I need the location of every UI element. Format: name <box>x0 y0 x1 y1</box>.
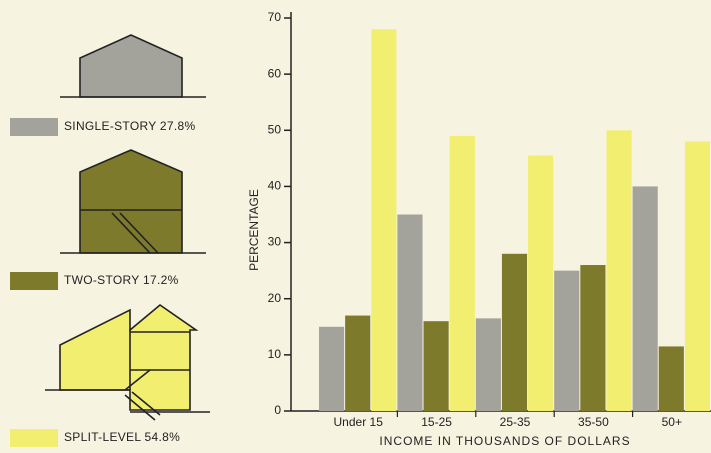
legend-swatch <box>10 118 58 136</box>
bar <box>449 135 475 411</box>
bar <box>684 141 710 411</box>
legend-label: SINGLE-STORY 27.8% <box>64 119 195 133</box>
y-tick-label: 40 <box>268 179 282 193</box>
y-tick-label: 50 <box>268 122 282 136</box>
bar <box>528 155 554 411</box>
bar <box>606 130 632 412</box>
y-tick-label: 20 <box>268 291 282 305</box>
bar <box>475 318 501 411</box>
legend-label: TWO-STORY 17.2% <box>64 273 179 287</box>
y-tick-label: 10 <box>268 347 282 361</box>
bar <box>319 326 345 411</box>
house-illustrations <box>45 34 210 421</box>
x-tick-label: 50+ <box>662 415 682 429</box>
y-tick-label: 60 <box>268 66 282 80</box>
x-tick-label: 25-35 <box>500 415 531 429</box>
x-tick-label: Under 15 <box>334 415 384 429</box>
x-axis-label: INCOME IN THOUSANDS OF DOLLARS <box>379 434 630 448</box>
bar <box>501 253 528 411</box>
bar <box>345 315 371 411</box>
bar <box>658 346 684 411</box>
bar <box>580 265 606 411</box>
legend-swatch <box>10 429 58 447</box>
bar <box>554 270 580 411</box>
bar <box>397 214 423 411</box>
y-tick-label: 30 <box>268 235 282 249</box>
y-axis-label: PERCENTAGE <box>247 189 261 271</box>
bar <box>423 321 449 411</box>
legend-swatch <box>10 272 58 290</box>
x-tick-label: 35-50 <box>578 415 609 429</box>
legend-label: SPLIT-LEVEL 54.8% <box>64 430 180 444</box>
y-tick-label: 0 <box>274 403 281 417</box>
x-tick-label: 15-25 <box>421 415 452 429</box>
bar <box>371 29 397 411</box>
y-tick-label: 70 <box>268 10 282 24</box>
bar <box>632 186 658 411</box>
